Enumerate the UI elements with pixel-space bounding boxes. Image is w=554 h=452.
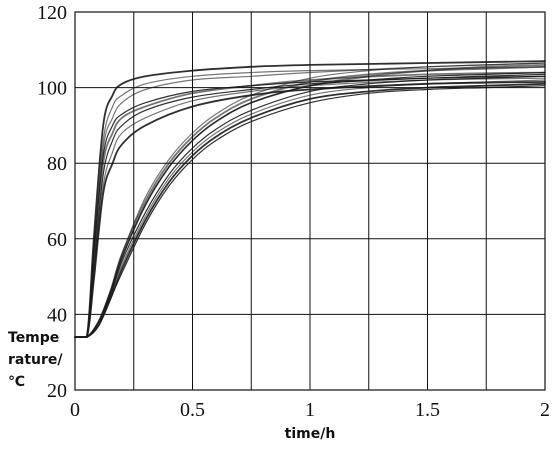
x-tick-labels: 0 0.5 1 1.5 2 [70,399,550,421]
y-axis-label-line-1: Tempe [8,330,59,346]
y-axis-label-line-3: ℃ [8,374,25,390]
y-tick-labels: 20 40 60 80 100 120 [37,2,67,402]
x-axis-label: time/h [285,426,336,442]
y-tick-label: 80 [47,153,67,175]
temperature-curves [74,60,546,338]
x-tick-label: 2 [540,399,550,421]
temperature-curve-8 [74,62,546,338]
y-tick-label: 120 [37,2,67,24]
x-tick-label: 0 [70,399,80,421]
temperature-curve-15 [74,85,546,338]
y-axis-label-line-2: rature/ [8,352,63,368]
x-tick-label: 0.5 [180,399,205,421]
x-tick-label: 1 [305,399,315,421]
x-tick-label: 1.5 [415,399,440,421]
temperature-curve-16 [74,64,546,338]
y-tick-label: 60 [47,229,67,251]
plot-frame [74,11,546,391]
y-tick-label: 40 [47,304,67,326]
y-tick-label: 100 [37,78,67,100]
y-tick-label: 20 [47,380,67,402]
temperature-curve-7 [74,81,546,338]
